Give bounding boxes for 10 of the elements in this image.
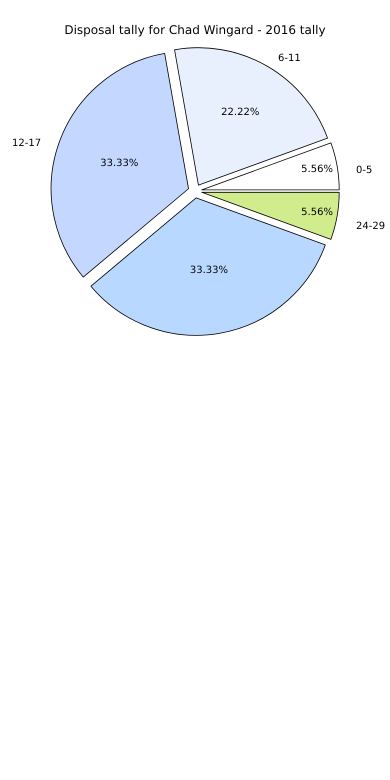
chart-title: Disposal tally for Chad Wingard - 2016 tally — [64, 23, 326, 38]
data-label: 5.56% — [301, 207, 333, 218]
data-label: 5.56% — [301, 164, 333, 176]
data-label: 33.33% — [190, 264, 228, 276]
data-label: 22.22% — [221, 107, 260, 118]
slice-label: 6-11 — [278, 53, 301, 64]
data-label: 33.33% — [100, 158, 138, 170]
slice-label: 0-5 — [356, 165, 372, 176]
slice-label: 12-17 — [12, 138, 42, 149]
slice-label: 24-29 — [356, 221, 386, 232]
